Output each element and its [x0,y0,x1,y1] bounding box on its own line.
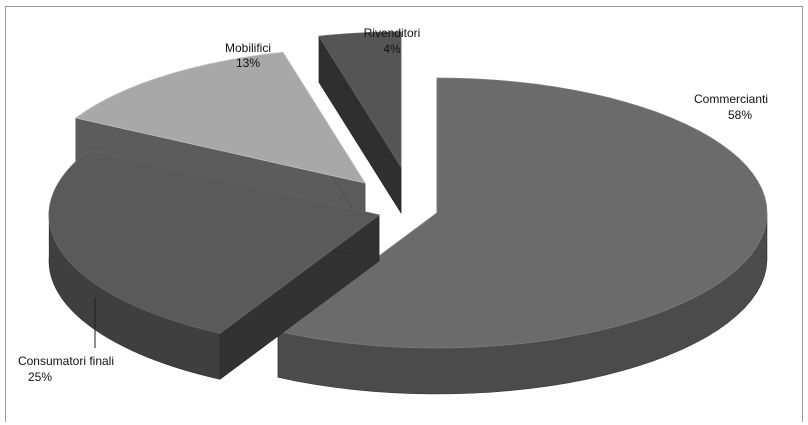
slice-label-name-3: Rivenditori [364,26,421,40]
slice-labels: Commercianti 58% Consumatori finali 25% … [18,26,768,384]
slice-label-name-1: Consumatori finali [18,354,114,368]
slice-label-name-0: Commercianti [694,92,768,106]
pie-slice-top-consumatori-finali [48,149,380,334]
slice-label-name-2: Mobilifici [225,41,271,55]
pie-slice-top-rivenditori [318,31,402,169]
pie-slice-rivenditori [318,31,402,215]
slice-label-value-2: 13% [236,56,260,70]
slice-label-value-3: 4% [383,42,401,56]
slice-label-value-1: 25% [28,370,52,384]
pie-slice-top-commercianti [277,77,768,349]
slice-label-value-0: 58% [728,108,752,122]
pie-slice-consumatori-finali [48,149,380,380]
pie-slice-top-mobilifici [74,51,366,184]
pie-slices [48,31,768,395]
pie-slice-commercianti [277,77,768,395]
